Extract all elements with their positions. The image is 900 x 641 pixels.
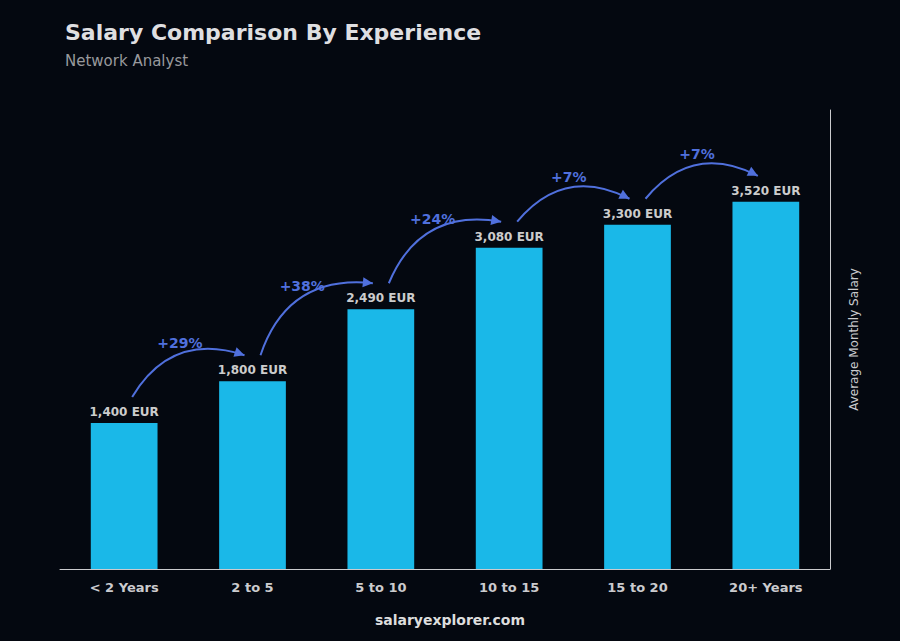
svg-text:2,490 EUR: 2,490 EUR — [346, 291, 415, 305]
svg-text:+7%: +7% — [551, 169, 587, 185]
svg-text:20+ Years: 20+ Years — [729, 580, 803, 595]
svg-text:1,800 EUR: 1,800 EUR — [218, 363, 287, 377]
svg-text:+24%: +24% — [410, 211, 455, 227]
svg-text:Network Analyst: Network Analyst — [65, 52, 188, 70]
svg-text:3,300 EUR: 3,300 EUR — [603, 207, 672, 221]
svg-text:Average Monthly Salary: Average Monthly Salary — [847, 268, 861, 411]
svg-text:10 to 15: 10 to 15 — [479, 580, 539, 595]
svg-text:15 to 20: 15 to 20 — [607, 580, 667, 595]
svg-text:+38%: +38% — [280, 278, 325, 294]
svg-text:1,400 EUR: 1,400 EUR — [90, 405, 159, 419]
svg-text:< 2 Years: < 2 Years — [90, 580, 159, 595]
svg-text:3,080 EUR: 3,080 EUR — [475, 230, 544, 244]
svg-text:3,520 EUR: 3,520 EUR — [731, 184, 800, 198]
svg-text:Salary Comparison By Experienc: Salary Comparison By Experience — [65, 20, 481, 45]
svg-text:+29%: +29% — [157, 335, 202, 351]
svg-text:salaryexplorer.com: salaryexplorer.com — [375, 612, 525, 628]
svg-text:2 to 5: 2 to 5 — [231, 580, 273, 595]
svg-text:5 to 10: 5 to 10 — [355, 580, 406, 595]
svg-text:+7%: +7% — [679, 146, 715, 162]
